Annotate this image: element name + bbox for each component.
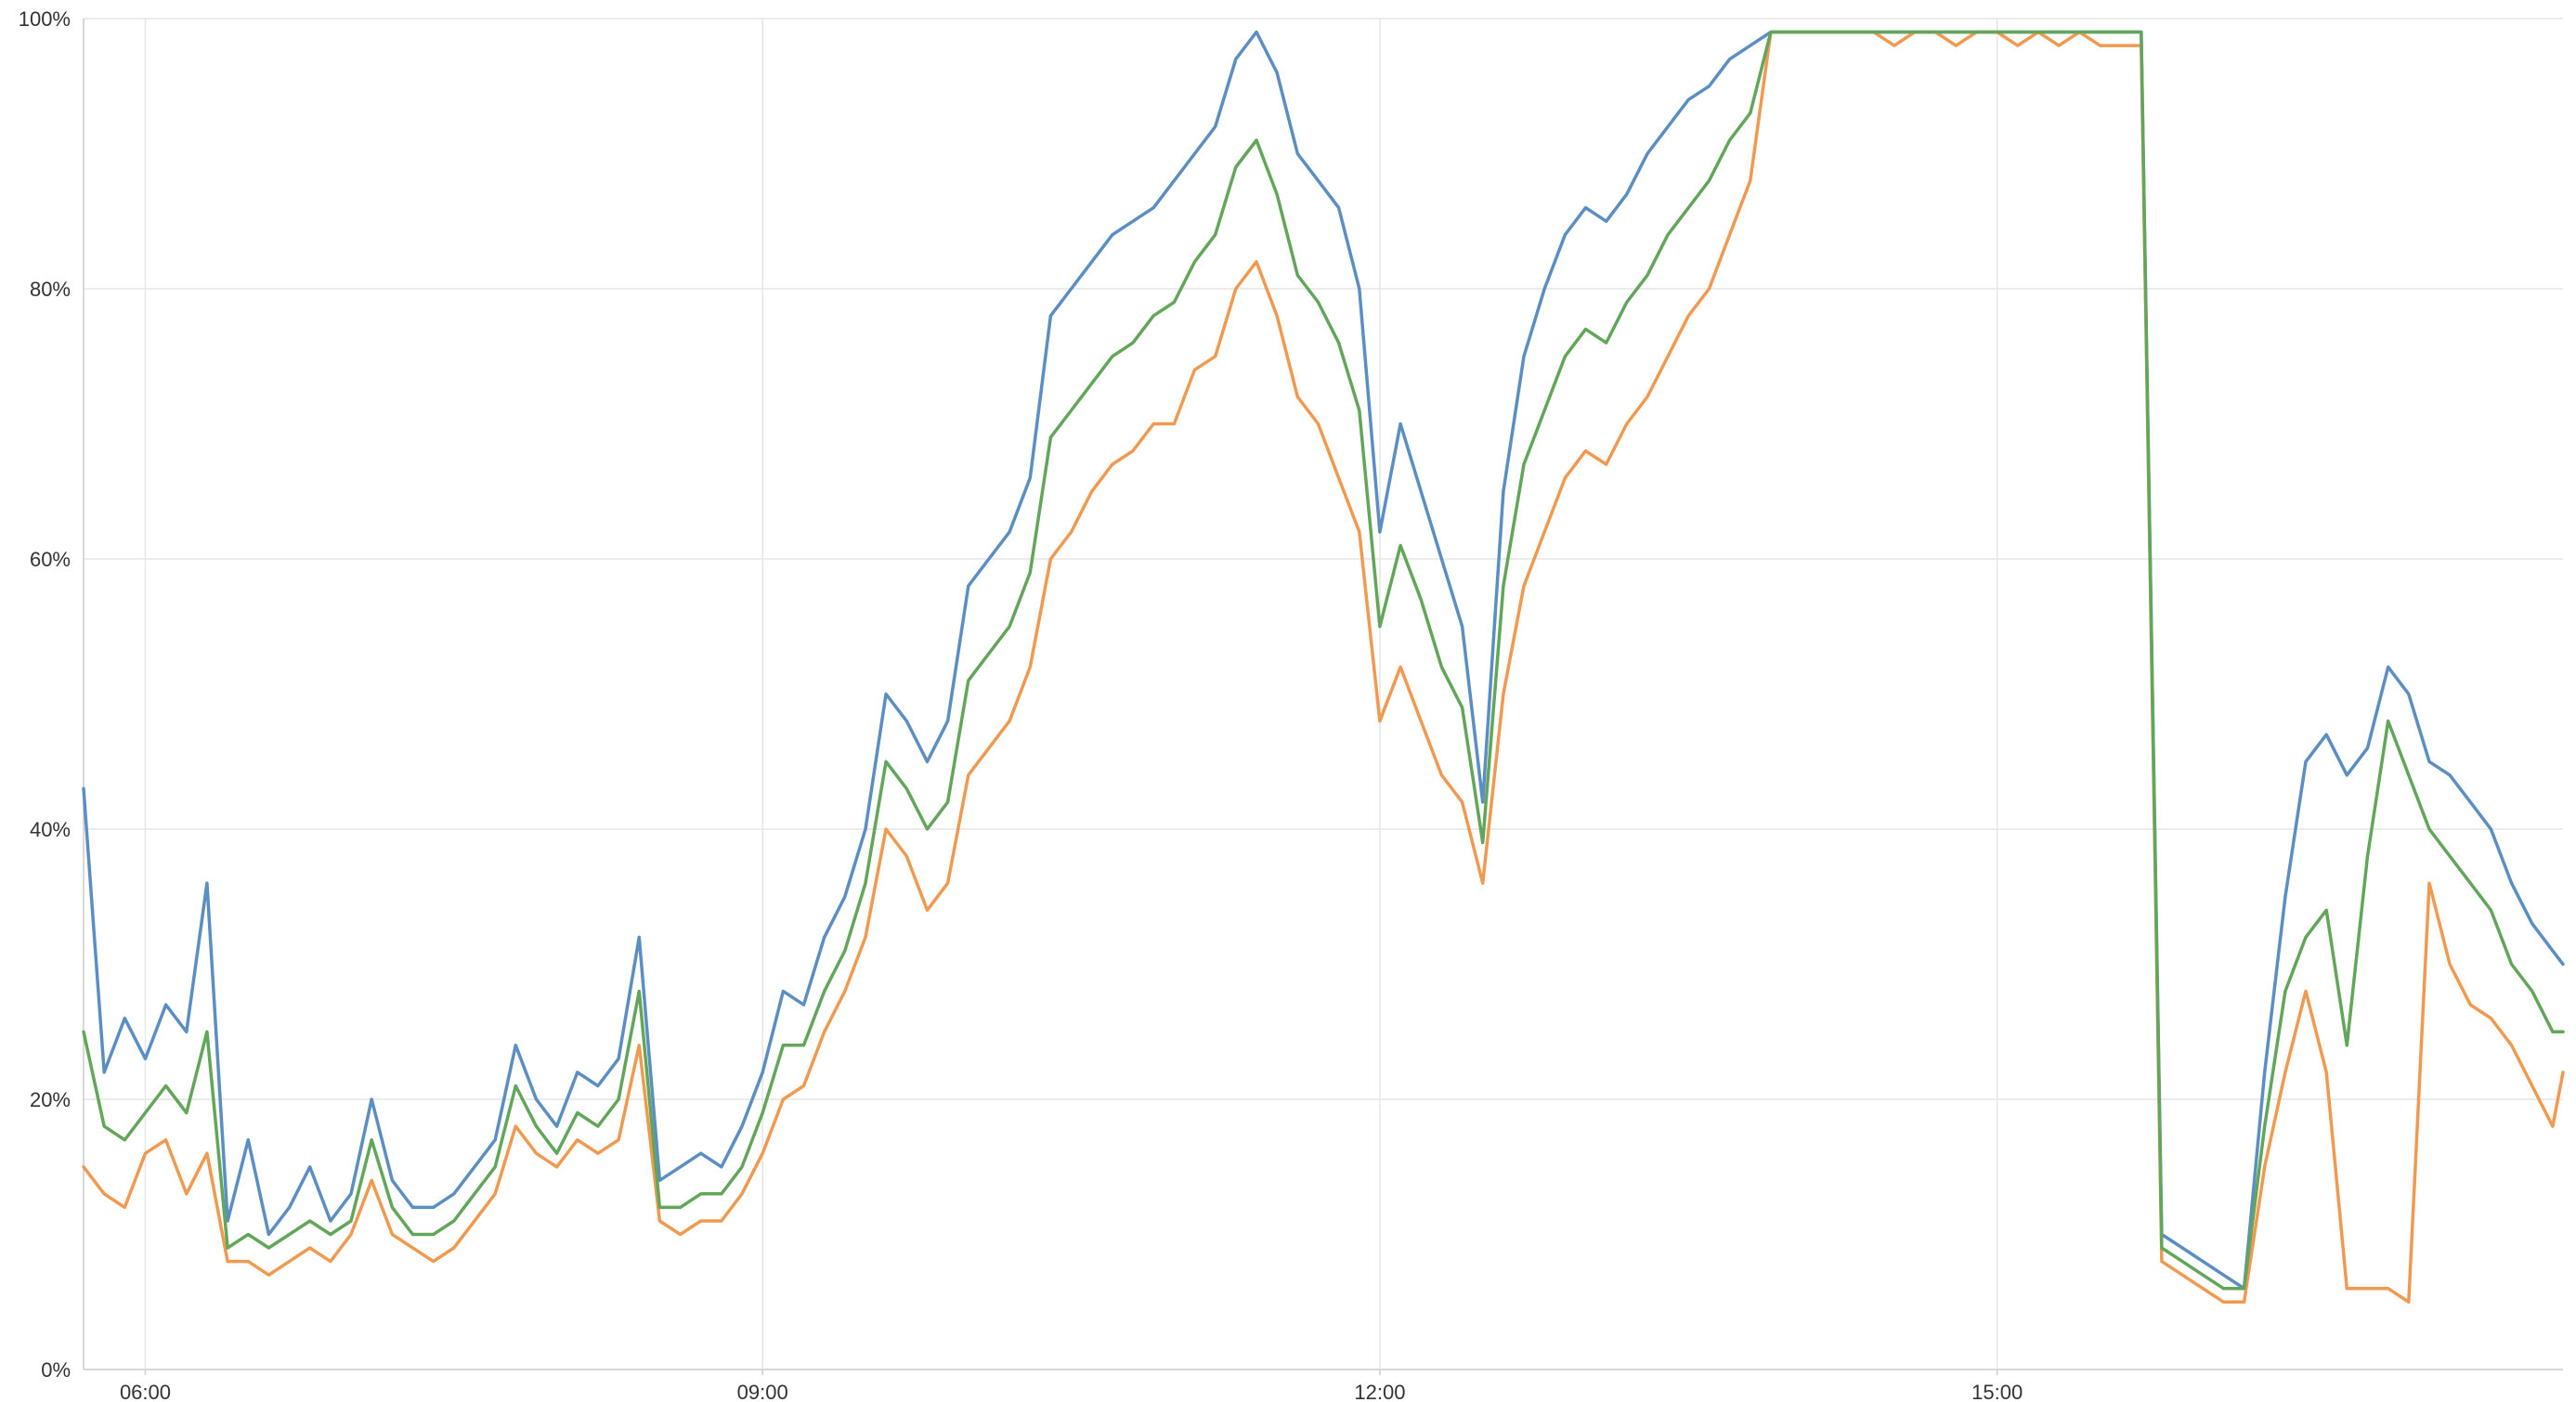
x-tick-label: 15:00	[1971, 1381, 2023, 1402]
series-line-3	[82, 30, 2565, 1291]
y-tick-label: 80%	[30, 278, 71, 301]
y-tick-label: 0%	[41, 1358, 71, 1382]
y-tick-label: 20%	[30, 1088, 71, 1111]
x-tick-label: 12:00	[1354, 1381, 1405, 1402]
grid	[83, 18, 2563, 1375]
y-tick-label: 60%	[30, 548, 71, 571]
x-axis-tick-labels: 06:00 09:00 12:00 15:00	[120, 1381, 2023, 1402]
y-axis-tick-labels: 0% 20% 40% 60% 80% 100%	[19, 7, 71, 1382]
y-tick-label: 40%	[30, 818, 71, 841]
series-line-2	[82, 30, 2565, 1305]
x-tick-label: 06:00	[120, 1381, 171, 1402]
y-tick-label: 100%	[19, 7, 71, 31]
series-group	[82, 30, 2565, 1305]
x-tick-label: 09:00	[737, 1381, 788, 1402]
